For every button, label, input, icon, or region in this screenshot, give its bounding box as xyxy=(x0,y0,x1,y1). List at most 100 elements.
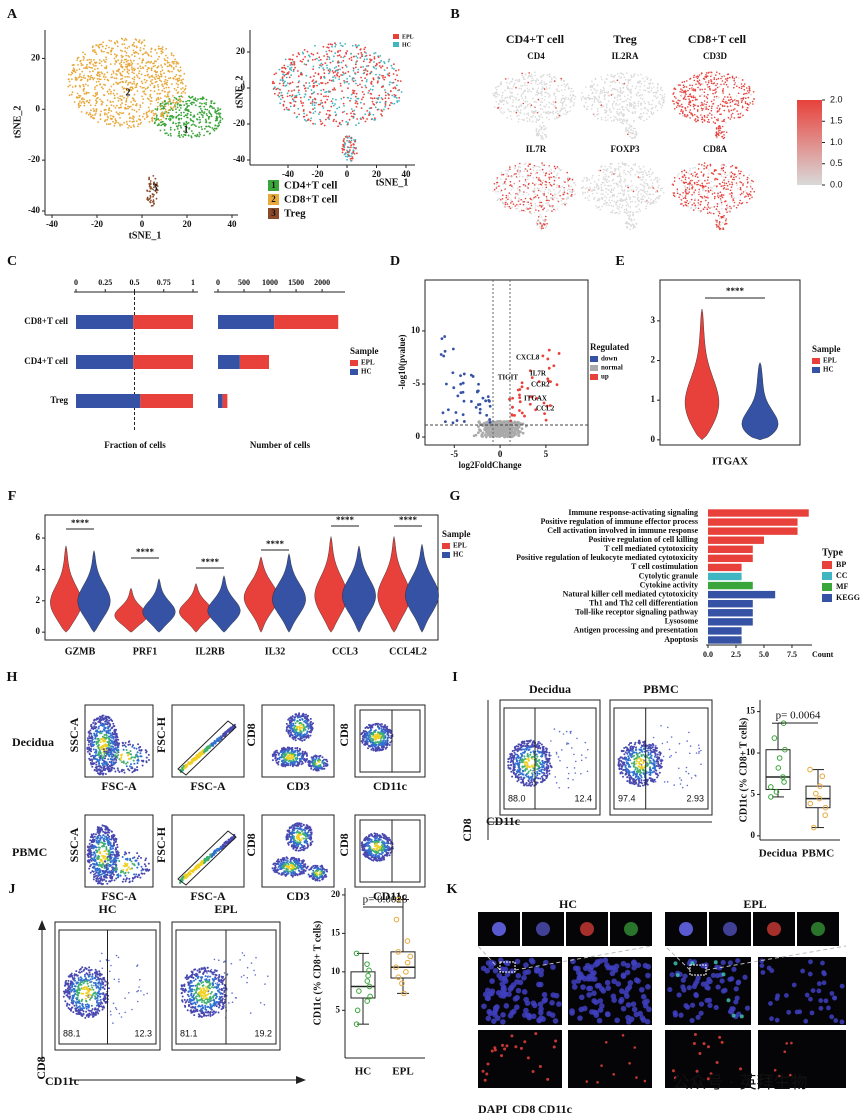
cell-dot xyxy=(722,98,725,100)
cell-dot xyxy=(745,108,748,111)
cell-dot xyxy=(641,189,643,192)
cell-dot xyxy=(657,83,659,86)
cell-dot xyxy=(332,60,334,63)
cell-dot xyxy=(562,193,564,196)
cell-dot xyxy=(274,86,276,88)
cell-dot xyxy=(684,107,686,109)
cell-dot xyxy=(713,206,716,208)
cell-dot xyxy=(109,63,112,65)
cell-dot xyxy=(624,185,627,187)
cell-dot xyxy=(743,83,746,85)
cell-dot xyxy=(558,186,560,188)
cell-dot xyxy=(534,202,536,205)
cell-dot xyxy=(626,103,629,106)
cell-dot xyxy=(731,196,733,198)
cell-dot xyxy=(523,200,525,203)
cell-dot xyxy=(722,75,725,78)
cell-dot xyxy=(687,106,689,108)
cell-dot xyxy=(679,84,681,86)
cell-dot xyxy=(149,95,152,98)
cell-dot xyxy=(550,193,552,195)
cell-dot xyxy=(516,171,519,173)
cell-dot xyxy=(646,202,649,205)
cell-dot xyxy=(312,53,315,56)
cell-dot xyxy=(185,114,188,117)
cell-dot xyxy=(176,125,179,128)
cell-dot xyxy=(737,170,740,172)
cell-dot xyxy=(749,185,752,187)
cell-dot xyxy=(121,43,124,46)
cell-dot xyxy=(629,88,632,91)
cell-dot xyxy=(629,102,631,104)
cell-dot xyxy=(398,96,401,99)
cell-dot xyxy=(105,65,108,68)
cell-dot xyxy=(347,70,350,73)
cell-dot xyxy=(706,192,709,195)
cell-dot xyxy=(388,83,391,86)
cell-dot xyxy=(521,72,523,75)
cell-dot xyxy=(120,106,123,109)
cell-dot xyxy=(528,88,531,91)
cell-dot xyxy=(514,205,516,207)
cell-dot xyxy=(565,202,568,205)
cell-dot xyxy=(380,66,382,69)
cell-dot xyxy=(154,121,156,124)
cell-dot xyxy=(597,113,600,115)
panel-label: C xyxy=(7,254,17,269)
cell-dot xyxy=(191,120,194,122)
cell-dot xyxy=(748,177,750,180)
cell-dot xyxy=(94,68,96,71)
cell-dot xyxy=(176,127,179,130)
cell-dot xyxy=(131,71,134,74)
cell-dot xyxy=(169,126,172,129)
cell-dot xyxy=(627,205,630,207)
cell-dot xyxy=(715,78,718,81)
cell-dot xyxy=(543,111,545,113)
cell-dot xyxy=(711,187,713,189)
cell-dot xyxy=(639,168,641,170)
cell-dot xyxy=(541,224,543,226)
cell-dot xyxy=(304,87,307,89)
cell-dot xyxy=(622,73,625,76)
cell-dot xyxy=(496,85,498,88)
cell-dot xyxy=(178,121,181,124)
cell-dot xyxy=(558,190,561,193)
cell-dot xyxy=(607,92,609,94)
cell-dot xyxy=(724,223,726,225)
cell-dot xyxy=(101,45,104,48)
cell-dot xyxy=(160,52,163,55)
cell-dot xyxy=(288,108,290,111)
cell-dot xyxy=(89,78,92,80)
cell-dot xyxy=(567,178,569,180)
cell-dot xyxy=(541,94,543,96)
cell-dot xyxy=(619,203,621,206)
cell-dot xyxy=(592,91,594,94)
cell-dot xyxy=(700,185,702,187)
legend-swatch xyxy=(350,360,358,366)
cell-dot xyxy=(131,82,134,85)
cell-dot xyxy=(570,97,573,99)
cell-dot xyxy=(348,83,350,85)
cell-dot xyxy=(388,59,390,61)
cell-dot xyxy=(710,107,713,109)
cell-dot xyxy=(603,87,605,90)
y-tick-label: 10 xyxy=(411,325,421,335)
cell-dot xyxy=(659,103,662,106)
cell-dot xyxy=(182,78,185,81)
cell-dot xyxy=(630,180,633,183)
cell-dot xyxy=(296,55,298,58)
cell-dot xyxy=(365,80,368,83)
cell-dot xyxy=(167,91,169,94)
cell-dot xyxy=(626,72,628,74)
cell-dot xyxy=(495,187,498,189)
cell-dot xyxy=(518,173,520,176)
cell-dot xyxy=(277,94,279,97)
cell-dot xyxy=(71,72,74,75)
cell-dot xyxy=(383,69,386,71)
cell-dot xyxy=(96,78,99,80)
cell-dot xyxy=(342,59,345,62)
bar xyxy=(133,355,193,369)
cell-dot xyxy=(659,93,662,96)
cell-dot xyxy=(180,134,183,136)
colorbar xyxy=(797,100,822,185)
